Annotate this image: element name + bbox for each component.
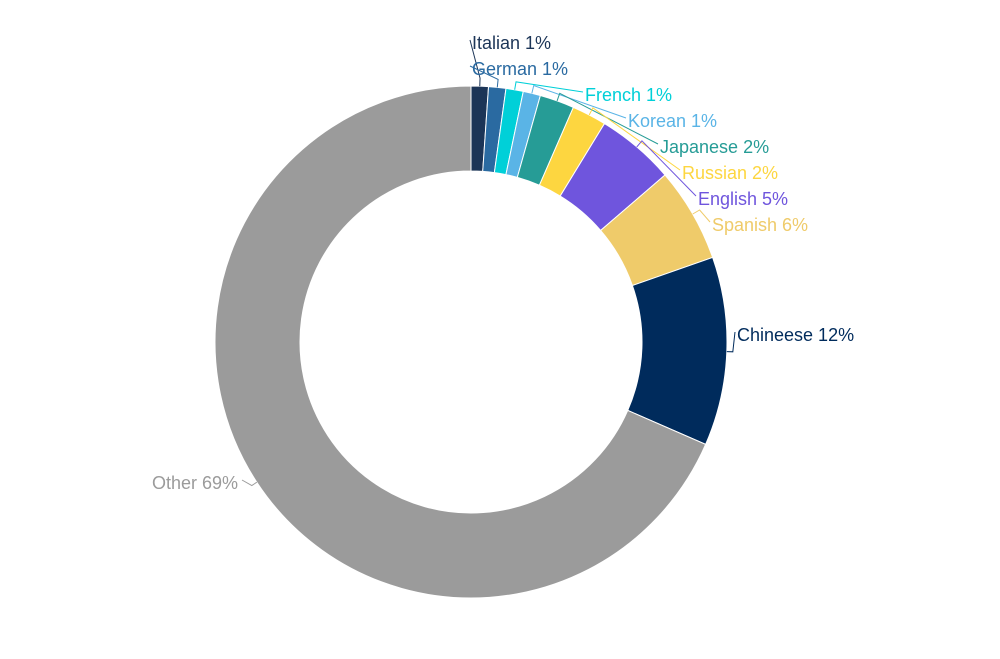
slice-label-other: Other 69% (152, 473, 238, 493)
leader-line-korean (531, 84, 627, 119)
labels-layer: Italian 1% German 1% French 1% Korean 1% Jap… (152, 33, 854, 493)
slice-other[interactable] (214, 85, 707, 599)
leader-line-spanish (692, 209, 711, 223)
slice-label-japanese: Japanese 2% (660, 137, 769, 157)
leader-line-chineese (726, 331, 736, 353)
slice-label-french: French 1% (585, 85, 672, 105)
slice-label-korean: Korean 1% (628, 111, 717, 131)
slices-layer (214, 85, 728, 599)
leader-line-japanese (556, 92, 659, 145)
slice-label-english: English 5% (698, 189, 788, 209)
slice-label-chineese: Chineese 12% (737, 325, 854, 345)
slice-label-spanish: Spanish 6% (712, 215, 808, 235)
leader-line-other (241, 479, 258, 487)
leader-line-german (469, 65, 499, 88)
leader-line-french (514, 81, 584, 93)
leader-lines-layer (241, 39, 736, 487)
leader-line-english (636, 140, 697, 197)
leader-line-italian (469, 39, 481, 87)
slice-label-italian: Italian 1% (472, 33, 551, 53)
slice-label-german: German 1% (472, 59, 568, 79)
slice-label-russian: Russian 2% (682, 163, 778, 183)
leader-line-russian (588, 107, 681, 171)
